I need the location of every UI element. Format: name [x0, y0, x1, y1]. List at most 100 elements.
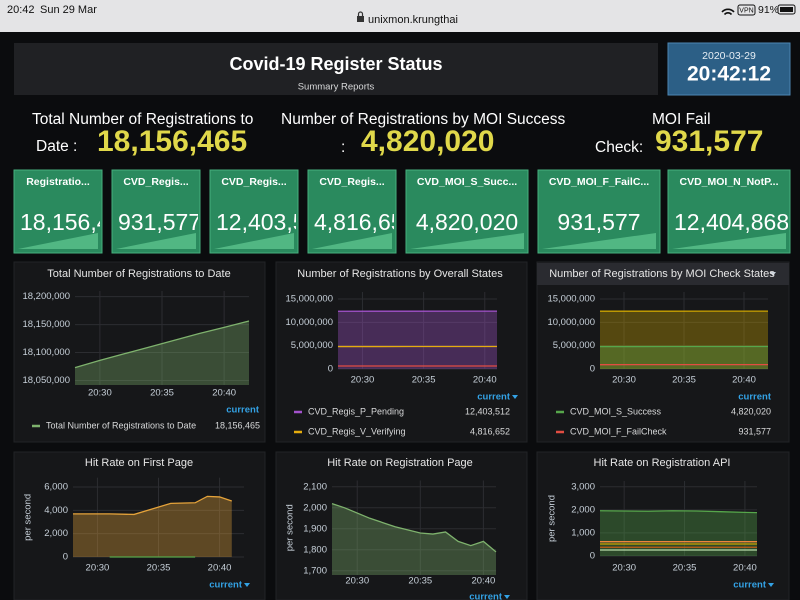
y-tick-label: 18,150,000 [22, 319, 70, 330]
legend-header: current [477, 392, 511, 403]
x-tick-label: 20:30 [612, 375, 636, 386]
x-tick-label: 20:35 [412, 375, 436, 386]
sparkline [410, 233, 524, 249]
stat-title: CVD_Regis... [221, 176, 286, 188]
stat-value: 4,816,652 [314, 209, 416, 235]
legend-caret [504, 595, 510, 599]
x-tick-label: 20:30 [88, 388, 112, 399]
series-line [331, 502, 497, 553]
x-tick-label: 20:35 [408, 576, 432, 587]
y-tick-label: 6,000 [44, 482, 68, 493]
y-axis-label: per second [547, 495, 558, 542]
legend-name: Total Number of Registrations to Date [46, 420, 196, 430]
sparkline [672, 233, 786, 249]
stat-title: CVD_MOI_F_FailC... [549, 176, 649, 188]
x-tick-label: 20:40 [473, 375, 497, 386]
stat-title: CVD_MOI_S_Succ... [417, 176, 517, 188]
series-area [73, 496, 232, 557]
vpn: VPN [739, 7, 753, 14]
battery-percent: 91% [758, 4, 779, 16]
status-date: Sun 29 Mar [40, 4, 97, 16]
legend-header: current [226, 405, 260, 416]
vpn-box [737, 4, 756, 16]
legend-header: current [209, 580, 243, 591]
status-bar [0, 0, 800, 32]
x-tick-label: 20:40 [212, 388, 236, 399]
battery-level [780, 7, 793, 12]
lock-shackle [357, 11, 364, 16]
legend-value: 18,156,465 [215, 420, 260, 430]
y-axis-label: per second [23, 494, 34, 541]
panel [536, 261, 790, 443]
series-area [600, 346, 768, 369]
x-tick-label: 20:30 [345, 576, 369, 587]
x-tick-label: 20:30 [351, 375, 375, 386]
legend-header: current [469, 592, 503, 600]
sparkline [542, 233, 656, 249]
x-tick-label: 20:40 [208, 563, 232, 574]
clock-date: 2020-03-29 [702, 50, 756, 62]
y-tick-label: 18,100,000 [22, 347, 70, 358]
y-tick-label: 15,000,000 [547, 294, 595, 305]
legend-value: 4,816,652 [470, 426, 510, 436]
sparkline [214, 233, 294, 249]
url[interactable]: unixmon.krungthai [368, 14, 458, 26]
panel-title: Total Number of Registrations to Date [47, 268, 230, 280]
panel [275, 451, 528, 600]
stat-value: 12,403,512 [216, 209, 331, 235]
battery-icon [777, 4, 796, 15]
wifi-icon [721, 8, 735, 16]
stat-title: CVD_Regis... [123, 176, 188, 188]
x-tick-label: 20:35 [673, 563, 697, 574]
legend-caret [244, 583, 250, 587]
panel-title: Number of Registrations by MOI Check Sta… [549, 268, 775, 280]
y-tick-label: 10,000,000 [547, 317, 595, 328]
y-tick-label: 10,000,000 [285, 317, 333, 328]
sparkline [312, 233, 392, 249]
summary-label: MOI Fail [652, 111, 711, 128]
series-line [73, 495, 232, 516]
legend-header: current [733, 580, 767, 591]
clock-time: 20:42:12 [687, 63, 771, 86]
legend-caret [512, 395, 518, 399]
x-tick-label: 20:30 [86, 563, 110, 574]
summary-label: Total Number of Registrations to [32, 111, 253, 128]
legend-value: 4,820,020 [731, 406, 771, 416]
stat-value: 18,156,465 [20, 209, 135, 235]
legend-header: current [738, 392, 772, 403]
dashboard-subtitle: Summary Reports [298, 82, 375, 93]
stat-title: CVD_Regis... [319, 176, 384, 188]
legend-value: 12,403,512 [465, 406, 510, 416]
x-tick-label: 20:40 [733, 563, 757, 574]
x-tick-label: 20:35 [672, 375, 696, 386]
y-tick-label: 1,700 [303, 565, 327, 576]
lock-icon [357, 16, 364, 22]
y-tick-label: 3,000 [571, 481, 595, 492]
y-tick-label: 0 [590, 551, 595, 562]
stat-value: 12,404,868 [674, 209, 789, 235]
menu-caret[interactable] [770, 272, 776, 276]
y-tick-label: 18,050,000 [22, 375, 70, 386]
panel [13, 451, 266, 600]
y-tick-label: 0 [328, 364, 333, 375]
summary-value: 4,820,020 [361, 125, 494, 158]
summary-value: 931,577 [655, 125, 763, 158]
sparkline [116, 233, 196, 249]
dashboard-title: Covid-19 Register Status [229, 54, 442, 74]
panel-title: Hit Rate on First Page [85, 457, 193, 469]
series-area [338, 311, 497, 369]
y-axis-label: per second [285, 504, 296, 551]
x-tick-label: 20:40 [471, 576, 495, 587]
y-tick-label: 15,000,000 [285, 294, 333, 305]
y-tick-label: 5,000,000 [291, 340, 333, 351]
panel-title: Hit Rate on Registration Page [327, 457, 473, 469]
panel-header-hover [537, 263, 789, 285]
summary-value: 18,156,465 [97, 125, 247, 158]
legend-name: CVD_MOI_S_Success [570, 406, 662, 416]
y-tick-label: 2,100 [303, 481, 327, 492]
y-tick-label: 1,800 [303, 544, 327, 555]
panel-title: Hit Rate on Registration API [594, 457, 731, 469]
panel-title: Number of Registrations by Overall State… [297, 268, 503, 280]
clock-panel [667, 42, 791, 96]
